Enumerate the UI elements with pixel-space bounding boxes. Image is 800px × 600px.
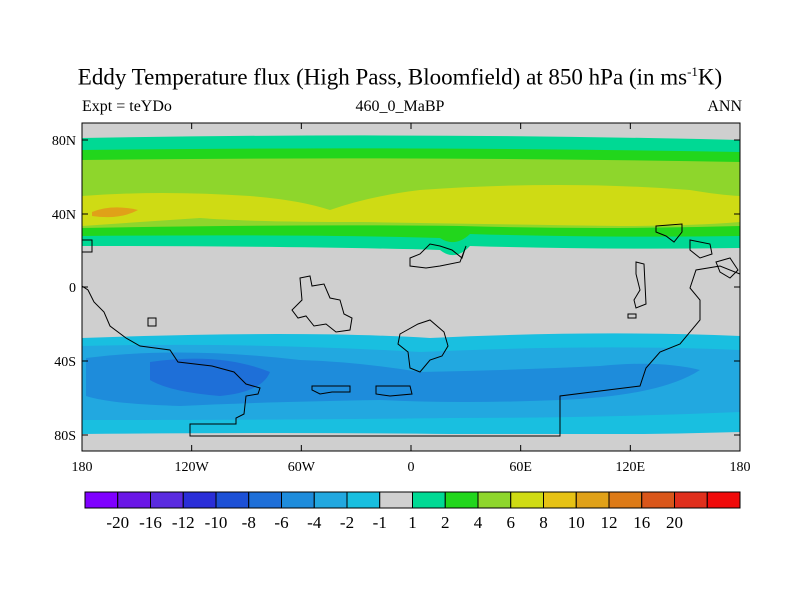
title-sup: -1 <box>687 64 698 79</box>
colorbar-swatch <box>477 491 512 509</box>
x-tick-label: 60E <box>509 460 532 475</box>
colorbar: -20 -16 -12 -10 -8 -6 -4 -2 -1 1 2 4 6 8 10 12 16 20 <box>84 491 741 532</box>
coastlines <box>82 223 740 437</box>
colorbar-swatch <box>117 491 151 509</box>
colorbar-swatch <box>313 491 348 509</box>
season-label: ANN <box>707 98 742 115</box>
x-axis: 180 120W 60W 0 60E 120E 180 <box>72 123 751 475</box>
colorbar-label: 6 <box>507 513 516 532</box>
colorbar-label: 8 <box>539 513 548 532</box>
colorbar-swatch <box>444 491 479 509</box>
nh-band-6 <box>82 185 740 226</box>
colorbar-label: 12 <box>601 513 618 532</box>
colorbar-swatch <box>379 491 413 509</box>
x-tick-label: 180 <box>72 460 93 475</box>
colorbar-label: -10 <box>205 513 228 532</box>
title-end: K) <box>697 64 723 90</box>
sh-max-region <box>150 358 270 396</box>
colorbar-swatch <box>346 491 381 509</box>
colorbar-label: 16 <box>633 513 650 532</box>
x-tick-label: 180 <box>730 460 751 475</box>
title-main: Eddy Temperature flux (High Pass, Bloomf… <box>77 64 688 90</box>
x-tick-label: 60W <box>288 460 316 475</box>
nh-max-region <box>92 207 138 218</box>
colorbar-swatch <box>641 491 675 509</box>
colorbar-label: -4 <box>307 513 322 532</box>
y-axis: 80N 40N 0 40S 80S <box>52 134 740 444</box>
colorbar-label: -8 <box>242 513 256 532</box>
colorbar-label: -6 <box>274 513 288 532</box>
colorbar-swatch <box>215 491 250 509</box>
period-label: 460_0_MaBP <box>355 98 445 115</box>
colorbar-label: 2 <box>441 513 450 532</box>
colorbar-label: 10 <box>568 513 585 532</box>
expt-label: Expt = teYDo <box>82 98 172 115</box>
colorbar-label: -16 <box>139 513 162 532</box>
colorbar-swatch <box>706 491 741 509</box>
colorbar-swatch <box>281 491 315 509</box>
colorbar-swatch <box>182 491 217 509</box>
x-tick-label: 120W <box>175 460 210 475</box>
colorbar-swatch <box>608 491 643 509</box>
colorbar-swatch <box>575 491 610 509</box>
x-tick-label: 0 <box>408 460 415 475</box>
colorbar-label: -20 <box>106 513 129 532</box>
x-tick-label: 120E <box>616 460 646 475</box>
colorbar-swatch <box>84 491 119 509</box>
colorbar-label: 20 <box>666 513 683 532</box>
colorbar-label: 1 <box>408 513 417 532</box>
y-tick-label: 0 <box>69 281 76 296</box>
colorbar-swatch <box>674 491 708 509</box>
antarctic-cap <box>82 434 740 451</box>
colorbar-swatch <box>248 491 282 509</box>
colorbar-swatch <box>543 491 577 509</box>
colorbar-swatch <box>510 491 544 509</box>
y-tick-label: 40S <box>54 355 76 370</box>
colorbar-swatch <box>150 491 184 509</box>
colorbar-label: -12 <box>172 513 195 532</box>
y-tick-label: 80S <box>54 429 76 444</box>
colorbar-label: -1 <box>373 513 387 532</box>
chart-title: Eddy Temperature flux (High Pass, Bloomf… <box>0 64 800 91</box>
map-field <box>82 123 740 451</box>
y-tick-label: 80N <box>52 134 76 149</box>
y-tick-label: 40N <box>52 208 76 223</box>
colorbar-label: 4 <box>474 513 483 532</box>
colorbar-swatch <box>412 491 446 509</box>
colorbar-label: -2 <box>340 513 354 532</box>
